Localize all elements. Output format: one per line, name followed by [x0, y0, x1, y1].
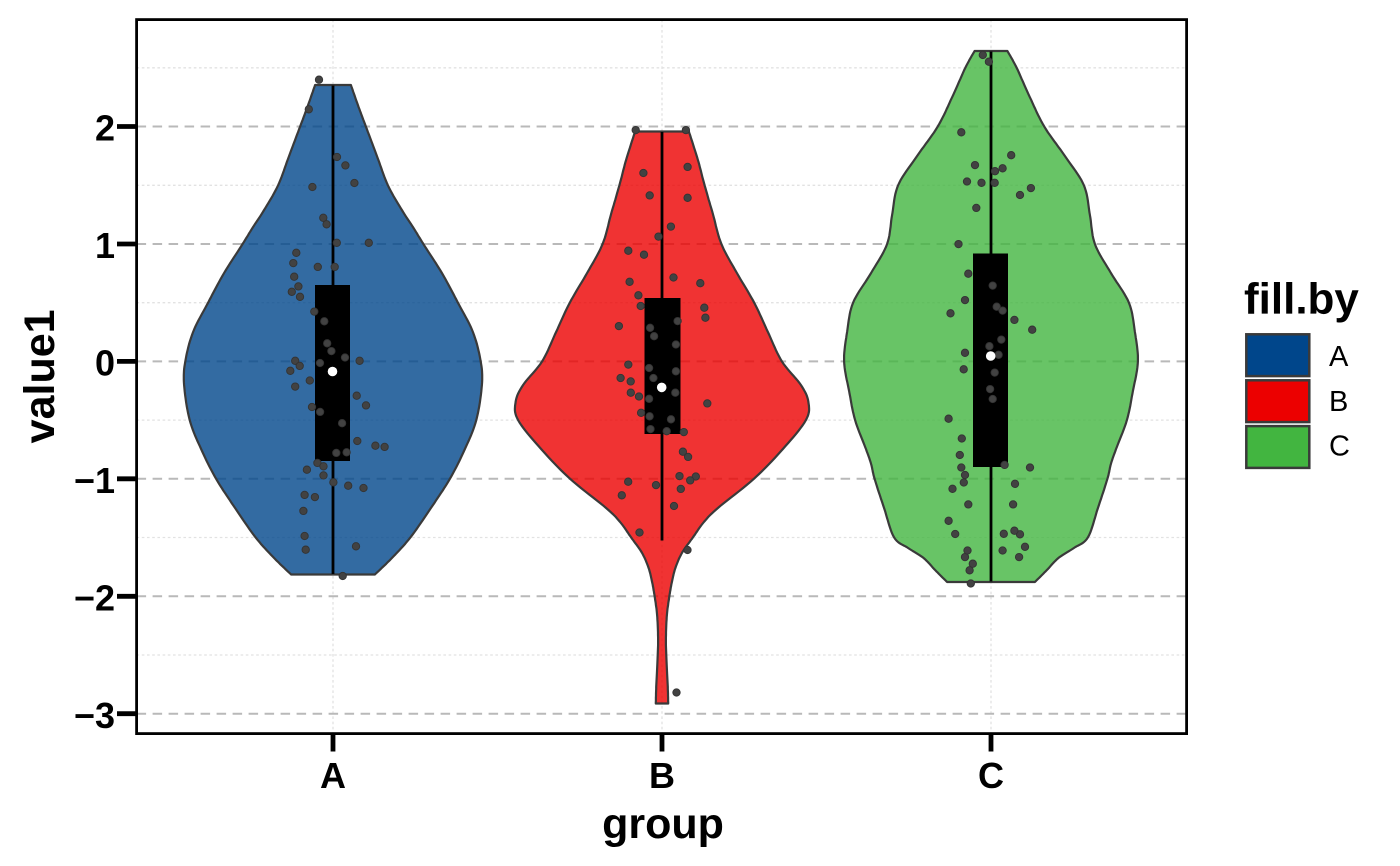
svg-text:A: A: [320, 755, 346, 796]
svg-text:−1: −1: [74, 460, 115, 501]
svg-text:group: group: [602, 800, 724, 848]
svg-text:B: B: [1329, 386, 1348, 418]
svg-text:C: C: [1329, 431, 1350, 463]
svg-text:−3: −3: [74, 695, 115, 736]
svg-text:value1: value1: [16, 309, 64, 443]
svg-text:A: A: [1329, 341, 1349, 373]
svg-text:−2: −2: [74, 578, 115, 619]
svg-text:1: 1: [95, 225, 115, 266]
svg-text:C: C: [978, 755, 1004, 796]
svg-text:fill.by: fill.by: [1244, 275, 1359, 324]
svg-text:B: B: [649, 755, 675, 796]
svg-text:0: 0: [95, 343, 115, 384]
svg-text:2: 2: [95, 108, 115, 149]
